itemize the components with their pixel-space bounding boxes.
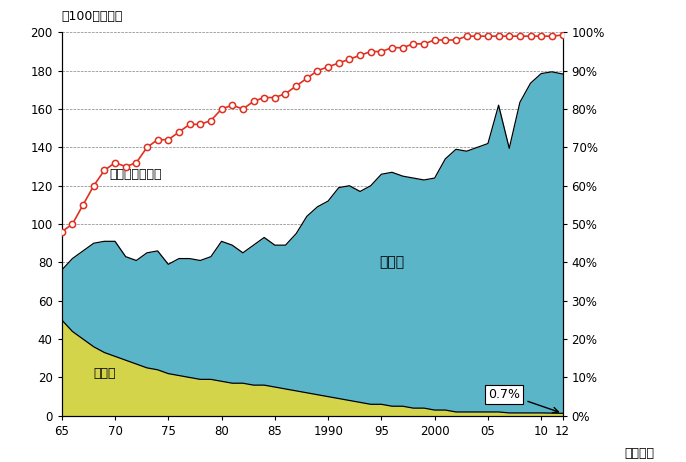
Text: 輸入炭: 輸入炭 — [379, 255, 405, 269]
Text: 国内炭: 国内炭 — [94, 367, 116, 380]
Text: 輸入比率（％）: 輸入比率（％） — [110, 168, 162, 181]
Text: 0.7%: 0.7% — [488, 388, 520, 401]
Text: （年度）: （年度） — [624, 447, 654, 460]
Text: （100万トン）: （100万トン） — [62, 10, 123, 23]
